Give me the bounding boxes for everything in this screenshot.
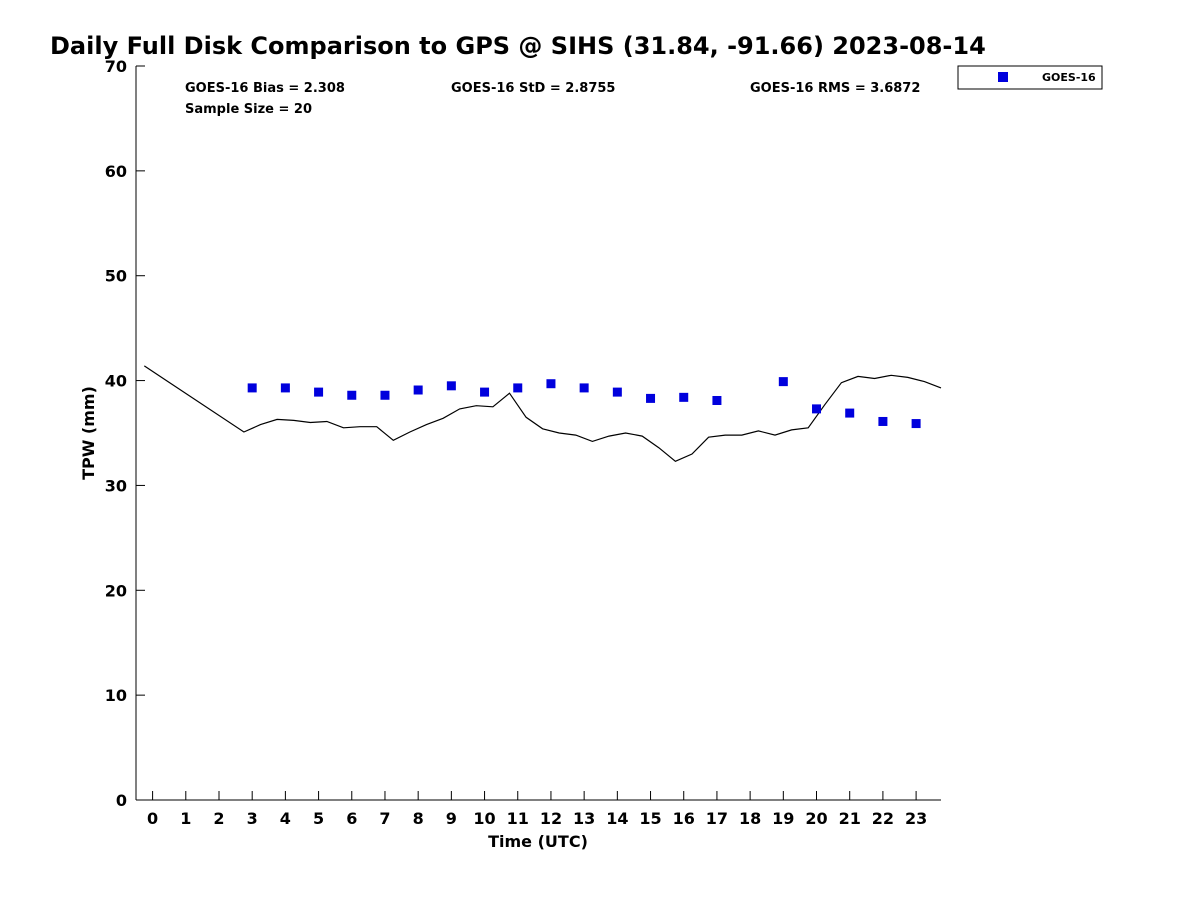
goes16-point [612, 387, 622, 397]
y-tick-label: 60 [105, 162, 127, 181]
goes16-point [812, 404, 822, 414]
goes16-point [646, 393, 656, 403]
x-tick-label: 6 [346, 809, 357, 828]
x-tick-label: 15 [639, 809, 661, 828]
goes16-point [513, 383, 523, 393]
goes16-point [247, 383, 257, 393]
gps-line [143, 365, 942, 462]
legend-box [957, 65, 1103, 90]
x-tick-label: 14 [606, 809, 628, 828]
legend-marker [998, 72, 1008, 82]
x-tick-label: 19 [772, 809, 794, 828]
stat-std: GOES-16 StD = 2.8755 [451, 81, 615, 96]
x-tick-label: 3 [247, 809, 258, 828]
x-tick-label: 1 [180, 809, 191, 828]
y-tick-label: 40 [105, 372, 127, 391]
y-axis-label: TPW (mm) [79, 386, 98, 480]
x-tick-label: 13 [573, 809, 595, 828]
goes16-point [845, 408, 855, 418]
stat-rms: GOES-16 RMS = 3.6872 [750, 81, 920, 96]
goes16-point [878, 416, 888, 426]
x-tick-label: 2 [213, 809, 224, 828]
x-tick-label: 17 [706, 809, 728, 828]
goes16-point [280, 383, 290, 393]
goes16-point [413, 385, 423, 395]
legend: GOES-16 [957, 65, 1103, 90]
y-tick-label: 0 [116, 791, 127, 810]
goes16-point [679, 392, 689, 402]
goes16-point [546, 379, 556, 389]
x-axis-label: Time (UTC) [488, 832, 588, 851]
x-tick-label: 0 [147, 809, 158, 828]
y-tick-label: 20 [105, 581, 127, 600]
x-tick-label: 8 [413, 809, 424, 828]
goes16-point [579, 383, 589, 393]
y-tick-label: 10 [105, 686, 127, 705]
goes16-point [911, 419, 921, 429]
goes16-point [380, 390, 390, 400]
x-tick-label: 16 [673, 809, 695, 828]
goes16-point [712, 395, 722, 405]
x-tick-label: 12 [540, 809, 562, 828]
x-tick-label: 5 [313, 809, 324, 828]
goes16-point [347, 390, 357, 400]
x-tick-label: 7 [379, 809, 390, 828]
goes16-point [480, 387, 490, 397]
goes16-point [446, 381, 456, 391]
stat-bias: GOES-16 Bias = 2.308 [185, 81, 345, 96]
goes16-points [247, 377, 921, 429]
x-tick-label: 21 [839, 809, 861, 828]
chart-title: Daily Full Disk Comparison to GPS @ SIHS… [50, 32, 986, 60]
y-tick-label: 30 [105, 476, 127, 495]
gps-tpw-line [143, 365, 942, 462]
goes16-point [314, 387, 324, 397]
x-tick-label: 20 [805, 809, 827, 828]
goes16-point [778, 377, 788, 387]
x-tick-label: 23 [905, 809, 927, 828]
x-tick-label: 11 [507, 809, 529, 828]
y-tick-label: 70 [105, 57, 127, 76]
legend-label-goes16: GOES-16 [1042, 71, 1096, 84]
x-tick-label: 9 [446, 809, 457, 828]
stat-sample-size: Sample Size = 20 [185, 102, 312, 117]
x-tick-label: 22 [872, 809, 894, 828]
x-tick-label: 10 [473, 809, 495, 828]
y-tick-label: 50 [105, 267, 127, 286]
x-tick-label: 18 [739, 809, 761, 828]
x-tick-label: 4 [280, 809, 291, 828]
